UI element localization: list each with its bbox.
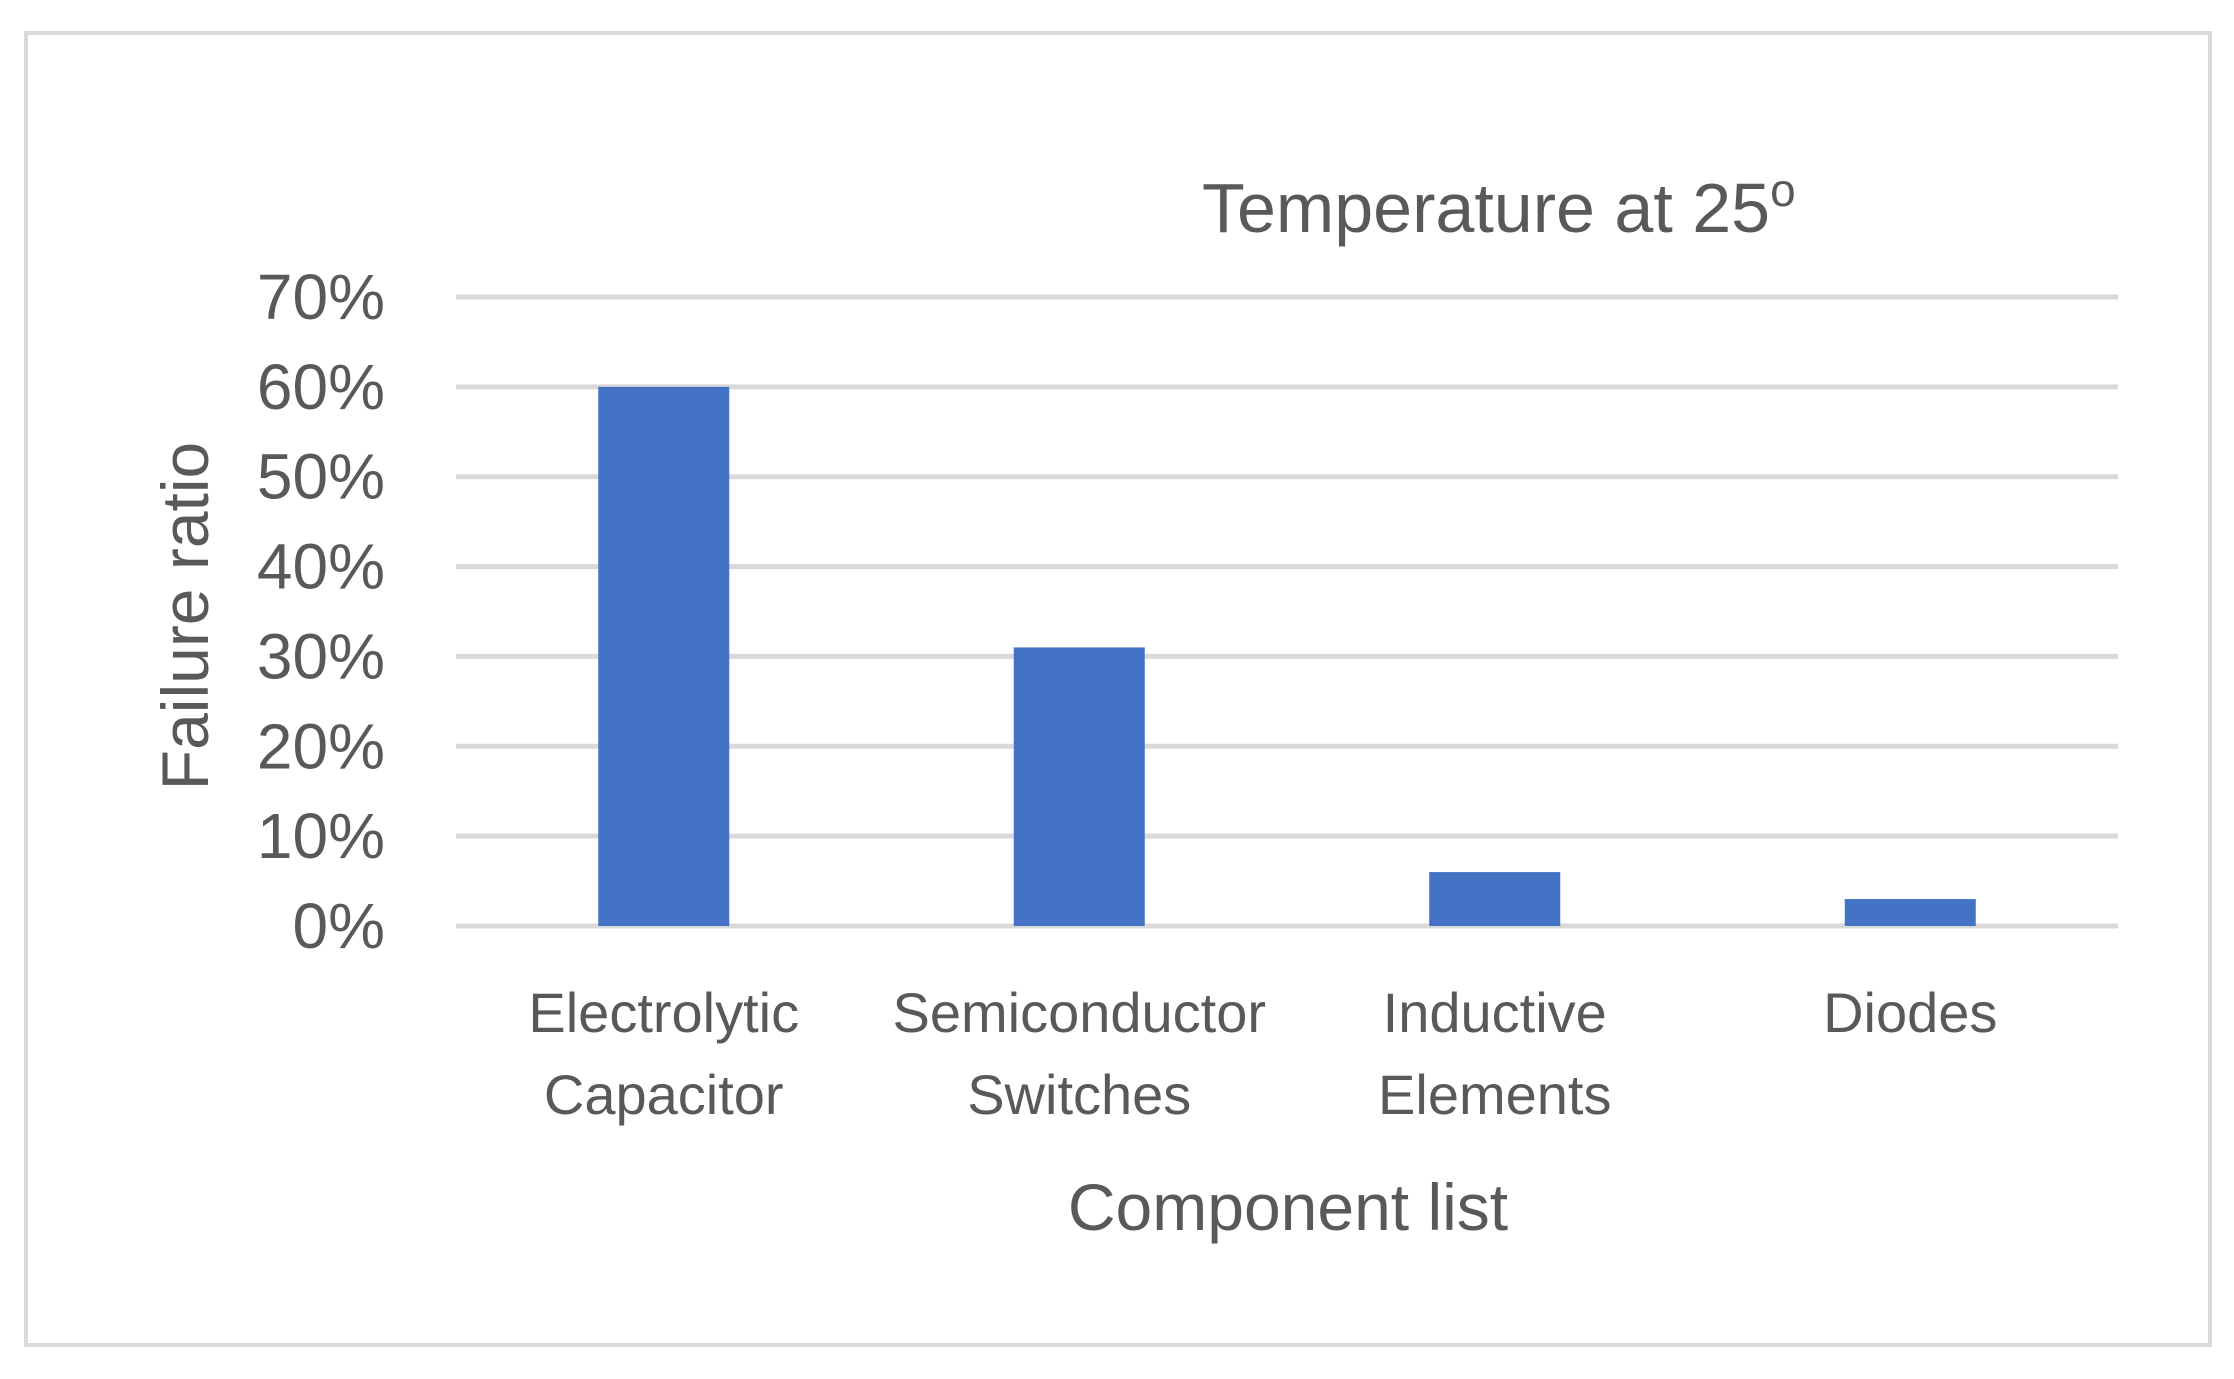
y-tick-label: 20% <box>257 710 385 782</box>
x-tick-label: Electrolytic <box>528 981 799 1044</box>
y-tick-label: 30% <box>257 620 385 692</box>
y-tick-label: 70% <box>257 261 385 333</box>
y-tick-label: 50% <box>257 441 385 513</box>
bar <box>1844 899 1976 926</box>
x-tick-label: Diodes <box>1823 981 1997 1044</box>
x-tick-labels: Electrolytic Capacitor Semiconductor Switch… <box>528 981 1997 1126</box>
bars <box>598 386 1976 926</box>
chart-title-superscript: o <box>1770 164 1796 216</box>
y-tick-label: 10% <box>257 800 385 872</box>
x-tick-label: Inductive <box>1383 981 1607 1044</box>
x-axis-label: Component list <box>1068 1170 1508 1244</box>
gridlines <box>456 294 2118 929</box>
y-tick-labels: 0% 10% 20% 30% 40% 50% 60% 70% <box>257 261 385 962</box>
bar <box>598 386 730 926</box>
x-tick-label: Switches <box>967 1063 1191 1126</box>
chart-title: Temperature at 25o <box>1202 164 1796 247</box>
y-tick-label: 40% <box>257 531 385 603</box>
x-tick-label: Elements <box>1378 1063 1611 1126</box>
y-axis-label: Failure ratio <box>148 442 222 790</box>
bar <box>1429 872 1561 926</box>
y-tick-label: 60% <box>257 351 385 423</box>
y-tick-label: 0% <box>293 890 386 962</box>
x-tick-label: Semiconductor <box>892 981 1266 1044</box>
x-tick-label: Capacitor <box>544 1063 784 1126</box>
bar <box>1013 647 1145 926</box>
